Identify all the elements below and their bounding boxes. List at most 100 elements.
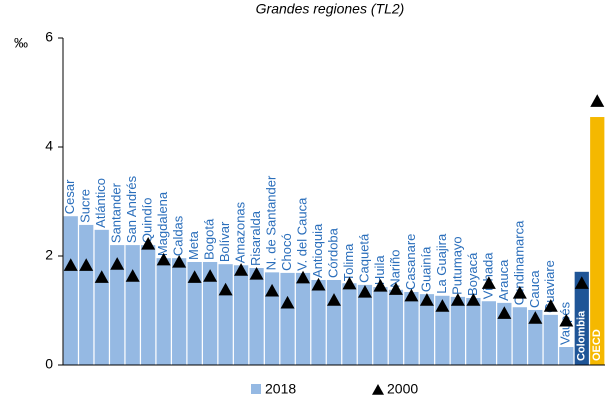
- triangle-marker: [234, 263, 249, 276]
- triangle-marker: [125, 269, 140, 282]
- category-label: Chocó: [279, 233, 294, 271]
- bar: [280, 272, 295, 365]
- y-tick-label: 6: [45, 29, 53, 45]
- bar: [326, 279, 342, 365]
- triangle-marker: [357, 284, 372, 298]
- bar: [373, 287, 388, 365]
- bar: [156, 258, 171, 365]
- triangle-marker: [63, 258, 78, 271]
- category-label: Meta: [186, 230, 201, 260]
- category-label: Risaralda: [248, 210, 263, 266]
- category-label: Caldas: [171, 215, 186, 256]
- bar: [249, 267, 264, 365]
- category-label: Quindío: [140, 198, 155, 244]
- triangle-marker: [311, 277, 326, 291]
- y-tick-label: 4: [45, 138, 53, 154]
- category-label: Putumayo: [449, 236, 464, 295]
- bar: [342, 283, 357, 365]
- category-label: Sucre: [78, 189, 93, 223]
- category-label: Santander: [109, 182, 124, 243]
- bar: [450, 296, 466, 365]
- category-label: OECD: [591, 329, 603, 361]
- triangle-marker: [373, 278, 388, 292]
- bar: [94, 229, 109, 365]
- triangle-marker: [528, 311, 543, 324]
- triangle-marker: [419, 293, 434, 306]
- category-label: Vichada: [480, 252, 495, 300]
- triangle-marker: [543, 299, 558, 312]
- triangle-marker: [342, 276, 357, 290]
- bar: [481, 301, 496, 365]
- bar: [559, 347, 574, 365]
- category-label: Bogotá: [202, 218, 217, 260]
- category-label: Córdoba: [325, 227, 340, 278]
- triangle-marker: [249, 266, 264, 280]
- triangle-marker: [497, 306, 512, 319]
- legend-label: 2018: [265, 381, 296, 397]
- category-label: Atlántico: [93, 178, 108, 228]
- triangle-marker: [435, 299, 450, 312]
- triangle-marker: [559, 313, 574, 327]
- bar: [202, 261, 218, 365]
- bar: [574, 271, 589, 365]
- category-label: N. de Santander: [263, 175, 278, 270]
- legend-marker: [372, 384, 384, 395]
- category-label: San Andrés: [124, 175, 139, 243]
- bar: [172, 258, 187, 365]
- triangle-marker: [79, 258, 94, 271]
- triangle-marker: [466, 293, 481, 306]
- category-label: Tolima: [341, 243, 356, 281]
- category-label: Amazonas: [233, 201, 248, 263]
- category-label: Cundinamarca: [511, 220, 526, 305]
- triangle-marker: [450, 293, 465, 306]
- triangle-marker: [218, 282, 233, 296]
- triangle-marker: [156, 252, 171, 266]
- bar: [357, 284, 373, 365]
- bar: [141, 245, 156, 365]
- triangle-marker: [110, 257, 125, 270]
- category-label: La Guajira: [434, 233, 449, 294]
- triangle-marker: [203, 269, 218, 282]
- triangle-marker: [404, 288, 419, 302]
- bar: [512, 307, 527, 365]
- bar: [466, 297, 481, 365]
- category-label: Boyacá: [465, 252, 480, 296]
- bar: [295, 272, 311, 365]
- y-tick-label: 2: [45, 247, 53, 263]
- triangle-marker: [590, 94, 605, 107]
- triangle-marker: [388, 282, 403, 295]
- bar: [63, 216, 78, 365]
- bar: [404, 291, 419, 365]
- triangle-marker: [296, 270, 311, 284]
- bar: [187, 261, 202, 365]
- bar: [388, 289, 404, 365]
- category-label: Magdalena: [155, 191, 170, 256]
- category-label: Cauca: [527, 270, 542, 308]
- chart-title: Grandes regiones (TL2): [256, 1, 405, 17]
- category-label: Bolívar: [217, 221, 232, 262]
- bar: [543, 314, 558, 365]
- category-label: V. del Cauca: [294, 197, 309, 271]
- triangle-marker: [512, 286, 527, 299]
- bar: [435, 295, 450, 365]
- triangle-marker: [481, 276, 496, 289]
- triangle-marker: [172, 254, 187, 268]
- triangle-marker: [327, 293, 341, 306]
- category-label: Casanare: [403, 234, 418, 290]
- category-label: Arauca: [496, 259, 511, 301]
- category-label: Cesar: [62, 179, 77, 214]
- triangle-marker: [141, 237, 156, 250]
- bar: [311, 279, 326, 365]
- triangle-marker: [265, 283, 280, 297]
- bar: [419, 294, 435, 365]
- bar: [218, 264, 233, 365]
- bar: [79, 224, 94, 365]
- triangle-marker: [187, 270, 202, 283]
- triangle-marker: [94, 270, 109, 283]
- bar: [590, 117, 605, 366]
- legend-swatch: [251, 384, 261, 394]
- y-axis-label: ‰: [14, 35, 28, 51]
- category-label: Nariño: [387, 249, 402, 287]
- category-label: Colombia: [576, 310, 588, 361]
